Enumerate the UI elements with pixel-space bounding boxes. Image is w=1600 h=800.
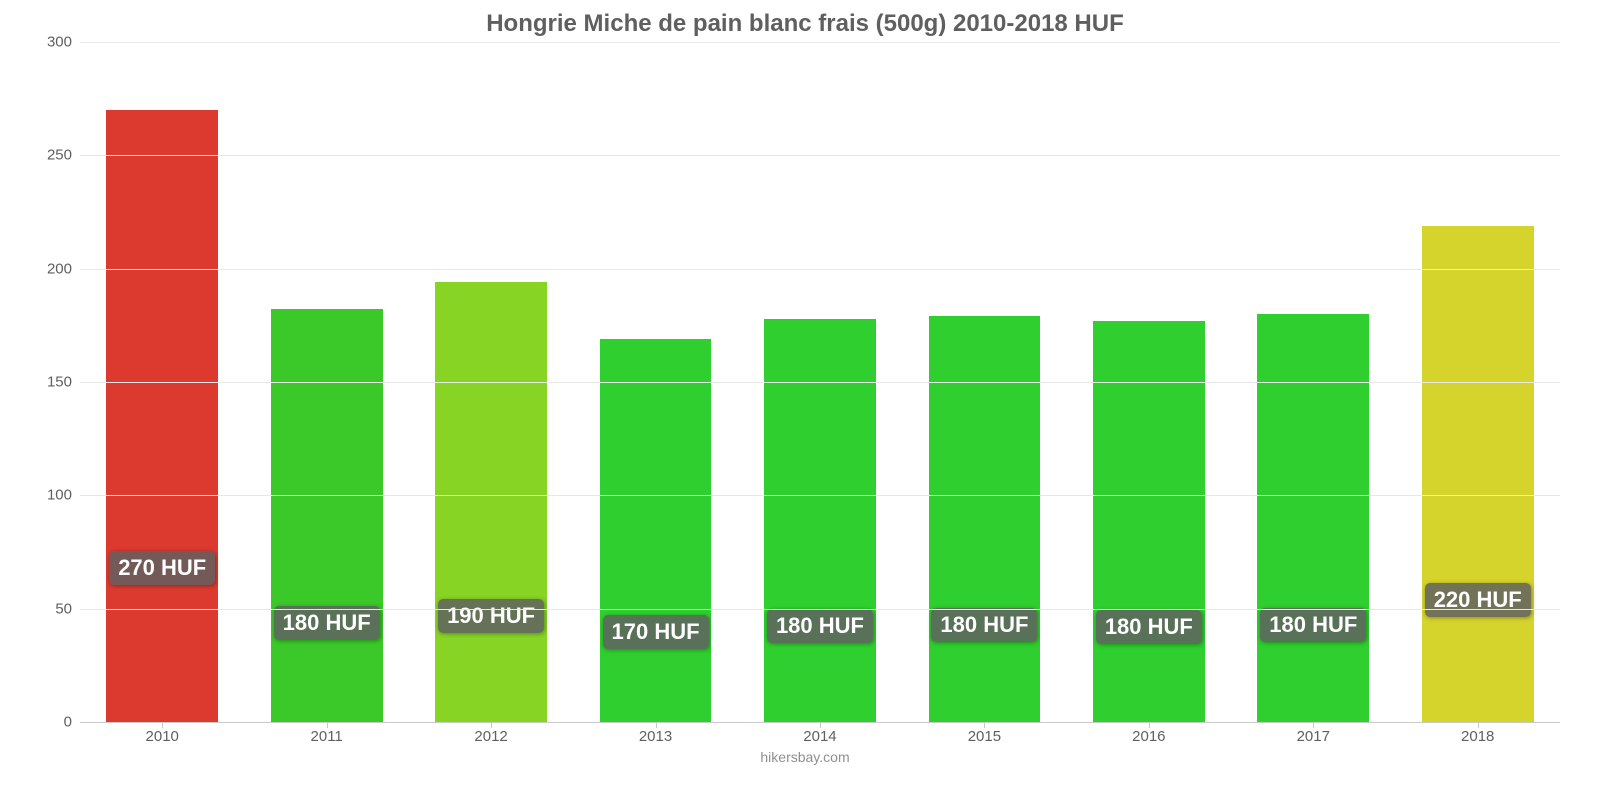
bar[interactable]: 220 HUF	[1422, 226, 1534, 722]
x-tick-label: 2013	[573, 728, 737, 745]
x-tick-label: 2012	[409, 728, 573, 745]
chart-credit: hikersbay.com	[40, 749, 1570, 765]
bar[interactable]: 180 HUF	[271, 309, 383, 722]
x-tick-label: 2018	[1396, 728, 1560, 745]
x-tick-label: 2010	[80, 728, 244, 745]
bar[interactable]: 180 HUF	[1093, 321, 1205, 722]
y-tick-label: 0	[64, 714, 80, 731]
x-tick-label: 2011	[244, 728, 408, 745]
gridline	[80, 382, 1560, 383]
x-tick-label: 2014	[738, 728, 902, 745]
bar-value-label: 270 HUF	[109, 551, 215, 585]
bar-value-label: 220 HUF	[1425, 583, 1531, 617]
bar[interactable]: 170 HUF	[600, 339, 712, 722]
gridline	[80, 269, 1560, 270]
gridline	[80, 609, 1560, 610]
bar-value-label: 180 HUF	[767, 609, 873, 643]
y-tick-label: 200	[47, 260, 80, 277]
x-tick-label: 2017	[1231, 728, 1395, 745]
bar[interactable]: 190 HUF	[435, 282, 547, 722]
gridline	[80, 155, 1560, 156]
y-tick-label: 50	[55, 600, 80, 617]
bar-value-label: 180 HUF	[931, 608, 1037, 642]
chart-title: Hongrie Miche de pain blanc frais (500g)…	[40, 10, 1570, 38]
bar-value-label: 180 HUF	[274, 606, 380, 640]
x-tick-label: 2016	[1067, 728, 1231, 745]
bar[interactable]: 180 HUF	[764, 319, 876, 722]
bar[interactable]: 180 HUF	[1257, 314, 1369, 722]
y-tick-label: 100	[47, 487, 80, 504]
bar-value-label: 170 HUF	[603, 615, 709, 649]
gridline	[80, 42, 1560, 43]
x-axis: 201020112012201320142015201620172018	[80, 728, 1560, 745]
bar-value-label: 180 HUF	[1260, 608, 1366, 642]
bar[interactable]: 270 HUF	[106, 110, 218, 722]
y-tick-label: 250	[47, 147, 80, 164]
bar-value-label: 190 HUF	[438, 599, 544, 633]
y-tick-label: 300	[47, 34, 80, 51]
y-tick-label: 150	[47, 374, 80, 391]
gridline	[80, 495, 1560, 496]
bar[interactable]: 180 HUF	[929, 316, 1041, 722]
bar-chart: Hongrie Miche de pain blanc frais (500g)…	[40, 10, 1570, 770]
x-tick-label: 2015	[902, 728, 1066, 745]
bar-value-label: 180 HUF	[1096, 610, 1202, 644]
plot-area: 270 HUF 180 HUF 190 HUF 170 HUF 180 HUF 180 H…	[80, 42, 1560, 722]
